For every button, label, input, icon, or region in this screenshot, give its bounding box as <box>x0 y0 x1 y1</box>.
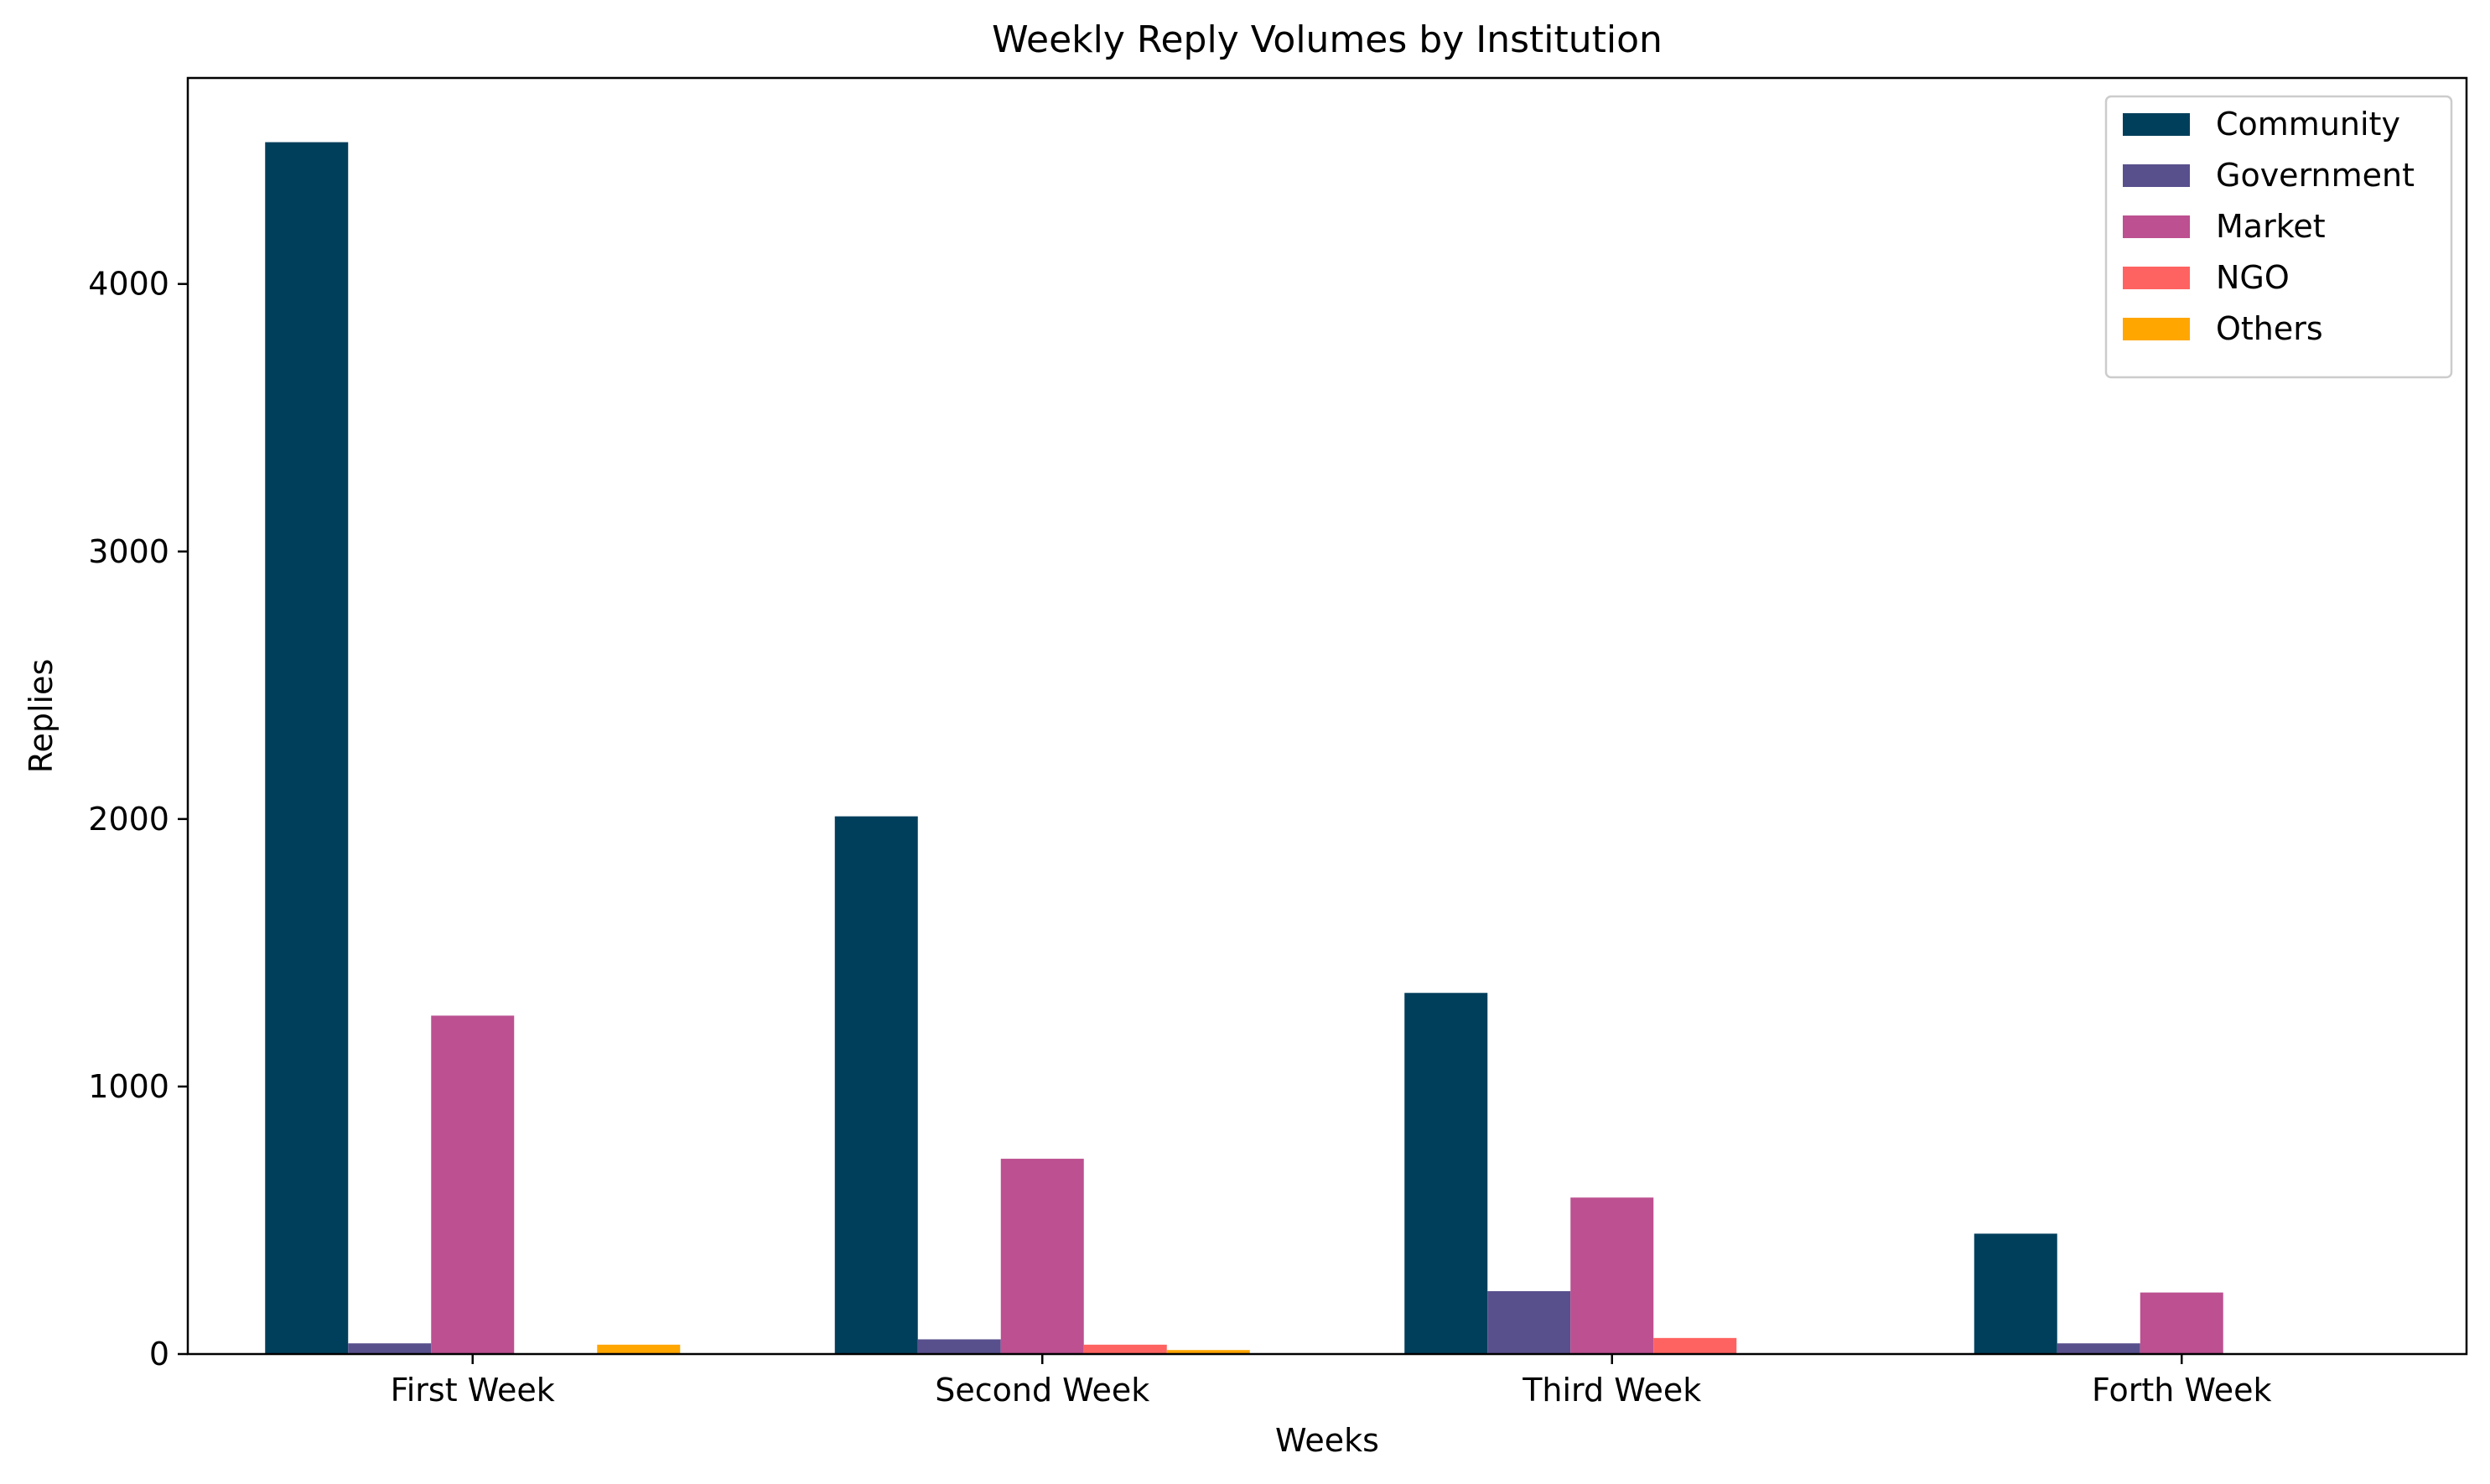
y-tick-label: 4000 <box>88 266 169 303</box>
legend-label-market: Market <box>2216 208 2326 245</box>
bar-others-0 <box>597 1344 681 1354</box>
legend-label-community: Community <box>2216 106 2400 143</box>
bar-government-3 <box>2057 1343 2140 1354</box>
bar-government-2 <box>1487 1291 1571 1354</box>
x-tick-label: Third Week <box>1522 1372 1701 1409</box>
bar-ngo-1 <box>1083 1344 1167 1354</box>
legend: Community Government Market NGO Others <box>2104 95 2453 379</box>
bar-community-0 <box>265 142 349 1354</box>
y-tick-label: 0 <box>149 1336 169 1372</box>
bar-others-1 <box>1166 1350 1250 1354</box>
bar-community-3 <box>1974 1233 2057 1354</box>
x-tick-label: Second Week <box>935 1372 1149 1409</box>
legend-swatch-ngo <box>2123 267 2190 289</box>
bar-government-0 <box>348 1343 432 1354</box>
y-axis-label: Replies <box>23 659 60 774</box>
legend-swatch-market <box>2123 215 2190 238</box>
bar-ngo-2 <box>1653 1337 1737 1354</box>
bar-market-3 <box>2140 1292 2223 1354</box>
x-tick-label: Forth Week <box>2092 1372 2272 1409</box>
axes-layer: First Week Second Week Third Week Forth Wee… <box>88 266 2271 1409</box>
bar-government-1 <box>917 1339 1001 1354</box>
plot-frame <box>186 76 2468 1356</box>
bar-market-1 <box>1000 1159 1084 1354</box>
y-tick-label: 3000 <box>88 533 169 570</box>
legend-label-government: Government <box>2216 157 2415 194</box>
bars-layer <box>265 142 2223 1354</box>
legend-swatch-government <box>2123 164 2190 187</box>
x-axis-label: Weeks <box>1275 1422 1379 1459</box>
y-tick-label: 2000 <box>88 801 169 838</box>
legend-swatch-others <box>2123 318 2190 340</box>
bar-market-2 <box>1570 1197 1654 1354</box>
legend-frame <box>2104 95 2453 379</box>
y-tick-label: 1000 <box>88 1068 169 1105</box>
bar-community-1 <box>834 816 918 1354</box>
x-tick-label: First Week <box>391 1372 555 1409</box>
chart-title: Weekly Reply Volumes by Institution <box>992 18 1663 61</box>
bar-market-0 <box>431 1015 515 1354</box>
legend-swatch-community <box>2123 113 2190 136</box>
legend-label-others: Others <box>2216 310 2323 347</box>
legend-label-ngo: NGO <box>2216 259 2290 296</box>
bar-community-2 <box>1404 993 1488 1354</box>
